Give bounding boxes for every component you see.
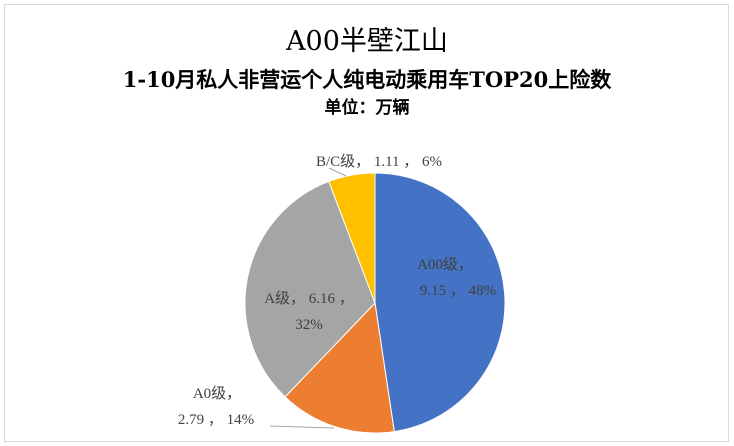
pie-slice-4 [328, 172, 376, 304]
pie-slice-1 [374, 172, 506, 433]
pie-slice-3 [244, 180, 376, 398]
leader-lines [269, 167, 347, 429]
leader-line-a0 [269, 425, 335, 429]
leader-line-bc [328, 167, 347, 177]
data-label-1-line-1: A00级， [417, 256, 473, 273]
pie-data-labels: A00级， 9.15 ， 48% A0级， 2.79 ， 14% A级， 6.16 ， 3… [178, 153, 496, 428]
data-label-3-line-1: A级， 6.16 ， [264, 290, 354, 307]
chart-unit-label: 单位：万辆 [324, 98, 410, 118]
data-label-1-line-2: 9.15 ， 48% [420, 283, 496, 299]
chart-subtitle: 1-10月私人非营运个人纯电动乘用车TOP20上险数 [122, 67, 612, 92]
data-label-4-line-1: B/C级， 1.11 ， 6% [316, 153, 442, 170]
data-label-2-line-2: 2.79 ， 14% [178, 412, 254, 428]
data-label-3-line-2: 32% [295, 317, 323, 333]
pie-slices [244, 172, 506, 434]
pie-slice-2 [284, 301, 395, 434]
data-label-2-line-1: A0级， [193, 385, 241, 402]
chart-title: A00半壁江山 [286, 26, 448, 57]
